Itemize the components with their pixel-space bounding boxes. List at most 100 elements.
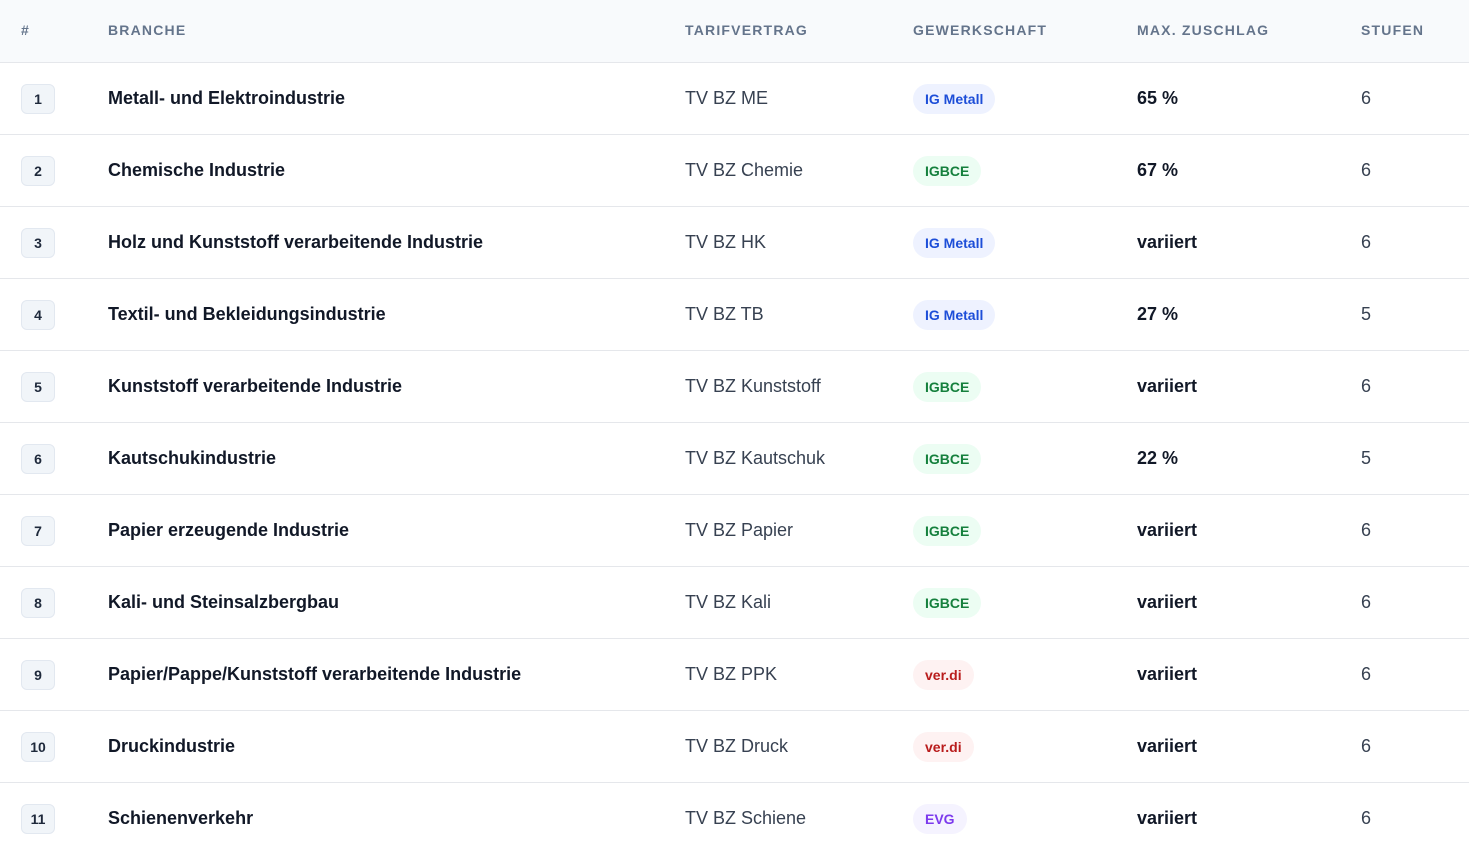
header-stufen[interactable]: STUFEN	[1361, 22, 1425, 38]
row-number-badge: 6	[21, 443, 55, 474]
max-zuschlag-value: 65 %	[1137, 88, 1179, 108]
stufen-value: 5	[1361, 304, 1372, 324]
max-zuschlag-value: variiert	[1137, 736, 1198, 756]
cell-branche: Kunststoff verarbeitende Industrie	[108, 351, 402, 422]
stufen-value: 5	[1361, 448, 1372, 468]
header-gewerkschaft[interactable]: GEWERKSCHAFT	[913, 22, 1048, 38]
cell-tarifvertrag: TV BZ TB	[685, 279, 764, 350]
cell-max-zuschlag: variiert	[1137, 495, 1197, 566]
tarifvertrag-name: TV BZ Chemie	[685, 160, 804, 180]
cell-gewerkschaft: EVG	[913, 783, 967, 851]
cell-num: 1	[21, 63, 55, 134]
max-zuschlag-value: 27 %	[1137, 304, 1179, 324]
stufen-value: 6	[1361, 736, 1372, 756]
cell-max-zuschlag: 65 %	[1137, 63, 1178, 134]
cell-branche: Chemische Industrie	[108, 135, 285, 206]
branche-name: Kali- und Steinsalzbergbau	[108, 592, 340, 612]
tarifvertrag-name: TV BZ Kali	[685, 592, 772, 612]
cell-stufen: 5	[1361, 423, 1371, 494]
cell-stufen: 6	[1361, 351, 1371, 422]
table-row[interactable]: 7 Papier erzeugende Industrie TV BZ Papier…	[0, 495, 1469, 567]
cell-num: 5	[21, 351, 55, 422]
cell-branche: Textil- und Bekleidungsindustrie	[108, 279, 386, 350]
table-row[interactable]: 5 Kunststoff verarbeitende Industrie TV BZ…	[0, 351, 1469, 423]
table-row[interactable]: 3 Holz und Kunststoff verarbeitende Indus…	[0, 207, 1469, 279]
table-header: # BRANCHE TARIFVERTRAG GEWERKSCHAFT MAX.…	[0, 0, 1469, 63]
cell-stufen: 6	[1361, 711, 1371, 782]
cell-max-zuschlag: variiert	[1137, 207, 1197, 278]
cell-stufen: 6	[1361, 783, 1371, 851]
cell-max-zuschlag: 67 %	[1137, 135, 1178, 206]
header-tarifvertrag[interactable]: TARIFVERTRAG	[685, 22, 809, 38]
cell-tarifvertrag: TV BZ Druck	[685, 711, 788, 782]
row-number-badge: 2	[21, 155, 55, 186]
cell-gewerkschaft: IGBCE	[913, 423, 982, 494]
gewerkschaft-badge: IG Metall	[913, 227, 996, 258]
tarifvertrag-name: TV BZ Kautschuk	[685, 448, 826, 468]
row-number-badge: 9	[21, 659, 55, 690]
table-row[interactable]: 2 Chemische Industrie TV BZ Chemie IGBCE 67 …	[0, 135, 1469, 207]
cell-num: 6	[21, 423, 55, 494]
cell-tarifvertrag: TV BZ Kautschuk	[685, 423, 825, 494]
max-zuschlag-value: variiert	[1137, 376, 1198, 396]
branche-name: Metall- und Elektroindustrie	[108, 88, 346, 108]
cell-branche: Schienenverkehr	[108, 783, 253, 851]
cell-branche: Kali- und Steinsalzbergbau	[108, 567, 339, 638]
cell-branche: Holz und Kunststoff verarbeitende Indust…	[108, 207, 483, 278]
branche-name: Kautschukindustrie	[108, 448, 277, 468]
row-number-badge: 5	[21, 371, 55, 402]
tarifvertrag-name: TV BZ Papier	[685, 520, 794, 540]
cell-stufen: 6	[1361, 567, 1371, 638]
table-row[interactable]: 4 Textil- und Bekleidungsindustrie TV BZ T…	[0, 279, 1469, 351]
cell-gewerkschaft: IGBCE	[913, 135, 982, 206]
cell-num: 7	[21, 495, 55, 566]
tarifvertrag-name: TV BZ HK	[685, 232, 767, 252]
cell-max-zuschlag: 22 %	[1137, 423, 1178, 494]
cell-tarifvertrag: TV BZ Kali	[685, 567, 771, 638]
table-row[interactable]: 10 Druckindustrie TV BZ Druck ver.di variier…	[0, 711, 1469, 783]
cell-branche: Druckindustrie	[108, 711, 235, 782]
cell-tarifvertrag: TV BZ HK	[685, 207, 766, 278]
row-number-badge: 1	[21, 83, 55, 114]
header-num[interactable]: #	[21, 22, 30, 38]
branche-name: Druckindustrie	[108, 736, 236, 756]
cell-max-zuschlag: variiert	[1137, 711, 1197, 782]
cell-gewerkschaft: IGBCE	[913, 567, 982, 638]
stufen-value: 6	[1361, 664, 1372, 684]
cell-gewerkschaft: IGBCE	[913, 495, 982, 566]
header-max-zuschlag[interactable]: MAX. ZUSCHLAG	[1137, 22, 1270, 38]
branche-name: Papier erzeugende Industrie	[108, 520, 350, 540]
max-zuschlag-value: variiert	[1137, 520, 1198, 540]
stufen-value: 6	[1361, 376, 1372, 396]
row-number-badge: 3	[21, 227, 55, 258]
cell-num: 8	[21, 567, 55, 638]
max-zuschlag-value: 22 %	[1137, 448, 1179, 468]
cell-tarifvertrag: TV BZ Chemie	[685, 135, 803, 206]
table-row[interactable]: 8 Kali- und Steinsalzbergbau TV BZ Kali IGB…	[0, 567, 1469, 639]
cell-gewerkschaft: IG Metall	[913, 63, 996, 134]
header-branche[interactable]: BRANCHE	[108, 22, 187, 38]
table-row[interactable]: 9 Papier/Pappe/Kunststoff verarbeitende I…	[0, 639, 1469, 711]
cell-stufen: 6	[1361, 63, 1371, 134]
cell-stufen: 5	[1361, 279, 1371, 350]
stufen-value: 6	[1361, 520, 1372, 540]
tarifvertrag-name: TV BZ Druck	[685, 736, 789, 756]
cell-tarifvertrag: TV BZ PPK	[685, 639, 777, 710]
branche-name: Kunststoff verarbeitende Industrie	[108, 376, 403, 396]
table-row[interactable]: 11 Schienenverkehr TV BZ Schiene EVG variier…	[0, 783, 1469, 851]
branche-name: Chemische Industrie	[108, 160, 286, 180]
row-number-badge: 7	[21, 515, 55, 546]
cell-stufen: 6	[1361, 135, 1371, 206]
max-zuschlag-value: variiert	[1137, 592, 1198, 612]
cell-stufen: 6	[1361, 495, 1371, 566]
gewerkschaft-badge: ver.di	[913, 731, 974, 762]
table-row[interactable]: 1 Metall- und Elektroindustrie TV BZ ME IG …	[0, 63, 1469, 135]
branche-name: Textil- und Bekleidungsindustrie	[108, 304, 386, 324]
cell-gewerkschaft: IG Metall	[913, 279, 996, 350]
tarifvertrag-name: TV BZ Schiene	[685, 808, 807, 828]
cell-gewerkschaft: IGBCE	[913, 351, 982, 422]
cell-gewerkschaft: IG Metall	[913, 207, 996, 278]
table-row[interactable]: 6 Kautschukindustrie TV BZ Kautschuk IGBCE 2…	[0, 423, 1469, 495]
gewerkschaft-badge: IGBCE	[913, 155, 982, 186]
